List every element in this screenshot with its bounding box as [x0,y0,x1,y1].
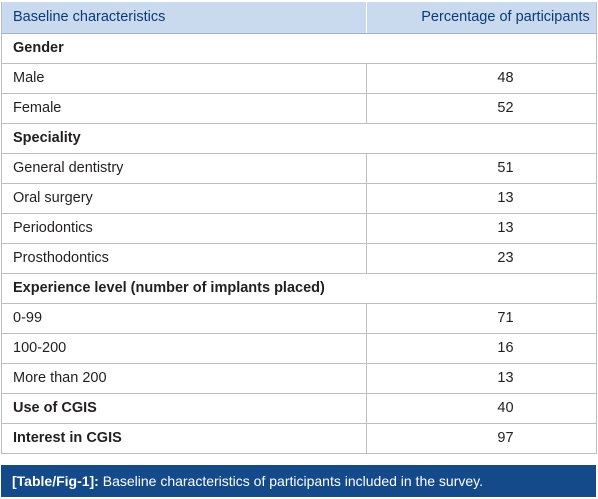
row-label: Interest in CGIS [1,423,367,454]
table-row-periodontics: Periodontics 13 [1,213,597,244]
row-label: Prosthodontics [1,243,367,274]
section-label-gender: Gender [1,33,597,64]
caption-text: Baseline characteristics of participants… [102,473,483,489]
row-value: 13 [366,213,597,244]
row-label: 100-200 [1,333,367,364]
table-row-100-200: 100-200 16 [1,333,597,364]
row-label: Oral surgery [1,183,367,214]
row-value: 40 [366,393,597,424]
row-value: 13 [366,363,597,394]
table-row-use-of-cgis: Use of CGIS 40 [1,393,597,424]
row-value: 23 [366,243,597,274]
section-row-gender: Gender [1,33,597,64]
row-value: 16 [366,333,597,364]
table-row-oral-surgery: Oral surgery 13 [1,183,597,214]
table-header-row: Baseline characteristics Percentage of p… [1,2,597,34]
row-label: 0-99 [1,303,367,334]
row-value: 13 [366,183,597,214]
row-label: More than 200 [1,363,367,394]
section-row-experience: Experience level (number of implants pla… [1,273,597,304]
header-percentage-of-participants: Percentage of participants [366,2,597,34]
section-label-experience: Experience level (number of implants pla… [1,273,597,304]
table-row-0-99: 0-99 71 [1,303,597,334]
row-label: Female [1,93,367,124]
table-row-general-dentistry: General dentistry 51 [1,153,597,184]
section-label-speciality: Speciality [1,123,597,154]
table-row-female: Female 52 [1,93,597,124]
table-row-interest-in-cgis: Interest in CGIS 97 [1,423,597,454]
row-label: Male [1,63,367,94]
row-label: General dentistry [1,153,367,184]
section-row-speciality: Speciality [1,123,597,154]
header-baseline-characteristics: Baseline characteristics [1,2,367,34]
caption-figure-tag: [Table/Fig-1]: [12,473,99,489]
row-value: 48 [366,63,597,94]
row-value: 52 [366,93,597,124]
row-label: Use of CGIS [1,393,367,424]
row-value: 51 [366,153,597,184]
table-row-prosthodontics: Prosthodontics 23 [1,243,597,274]
table-row-male: Male 48 [1,63,597,94]
table-caption: [Table/Fig-1]: Baseline characteristics … [1,465,596,497]
row-value: 71 [366,303,597,334]
row-label: Periodontics [1,213,367,244]
baseline-characteristics-table: Baseline characteristics Percentage of p… [1,2,597,454]
table-row-more-than-200: More than 200 13 [1,363,597,394]
row-value: 97 [366,423,597,454]
